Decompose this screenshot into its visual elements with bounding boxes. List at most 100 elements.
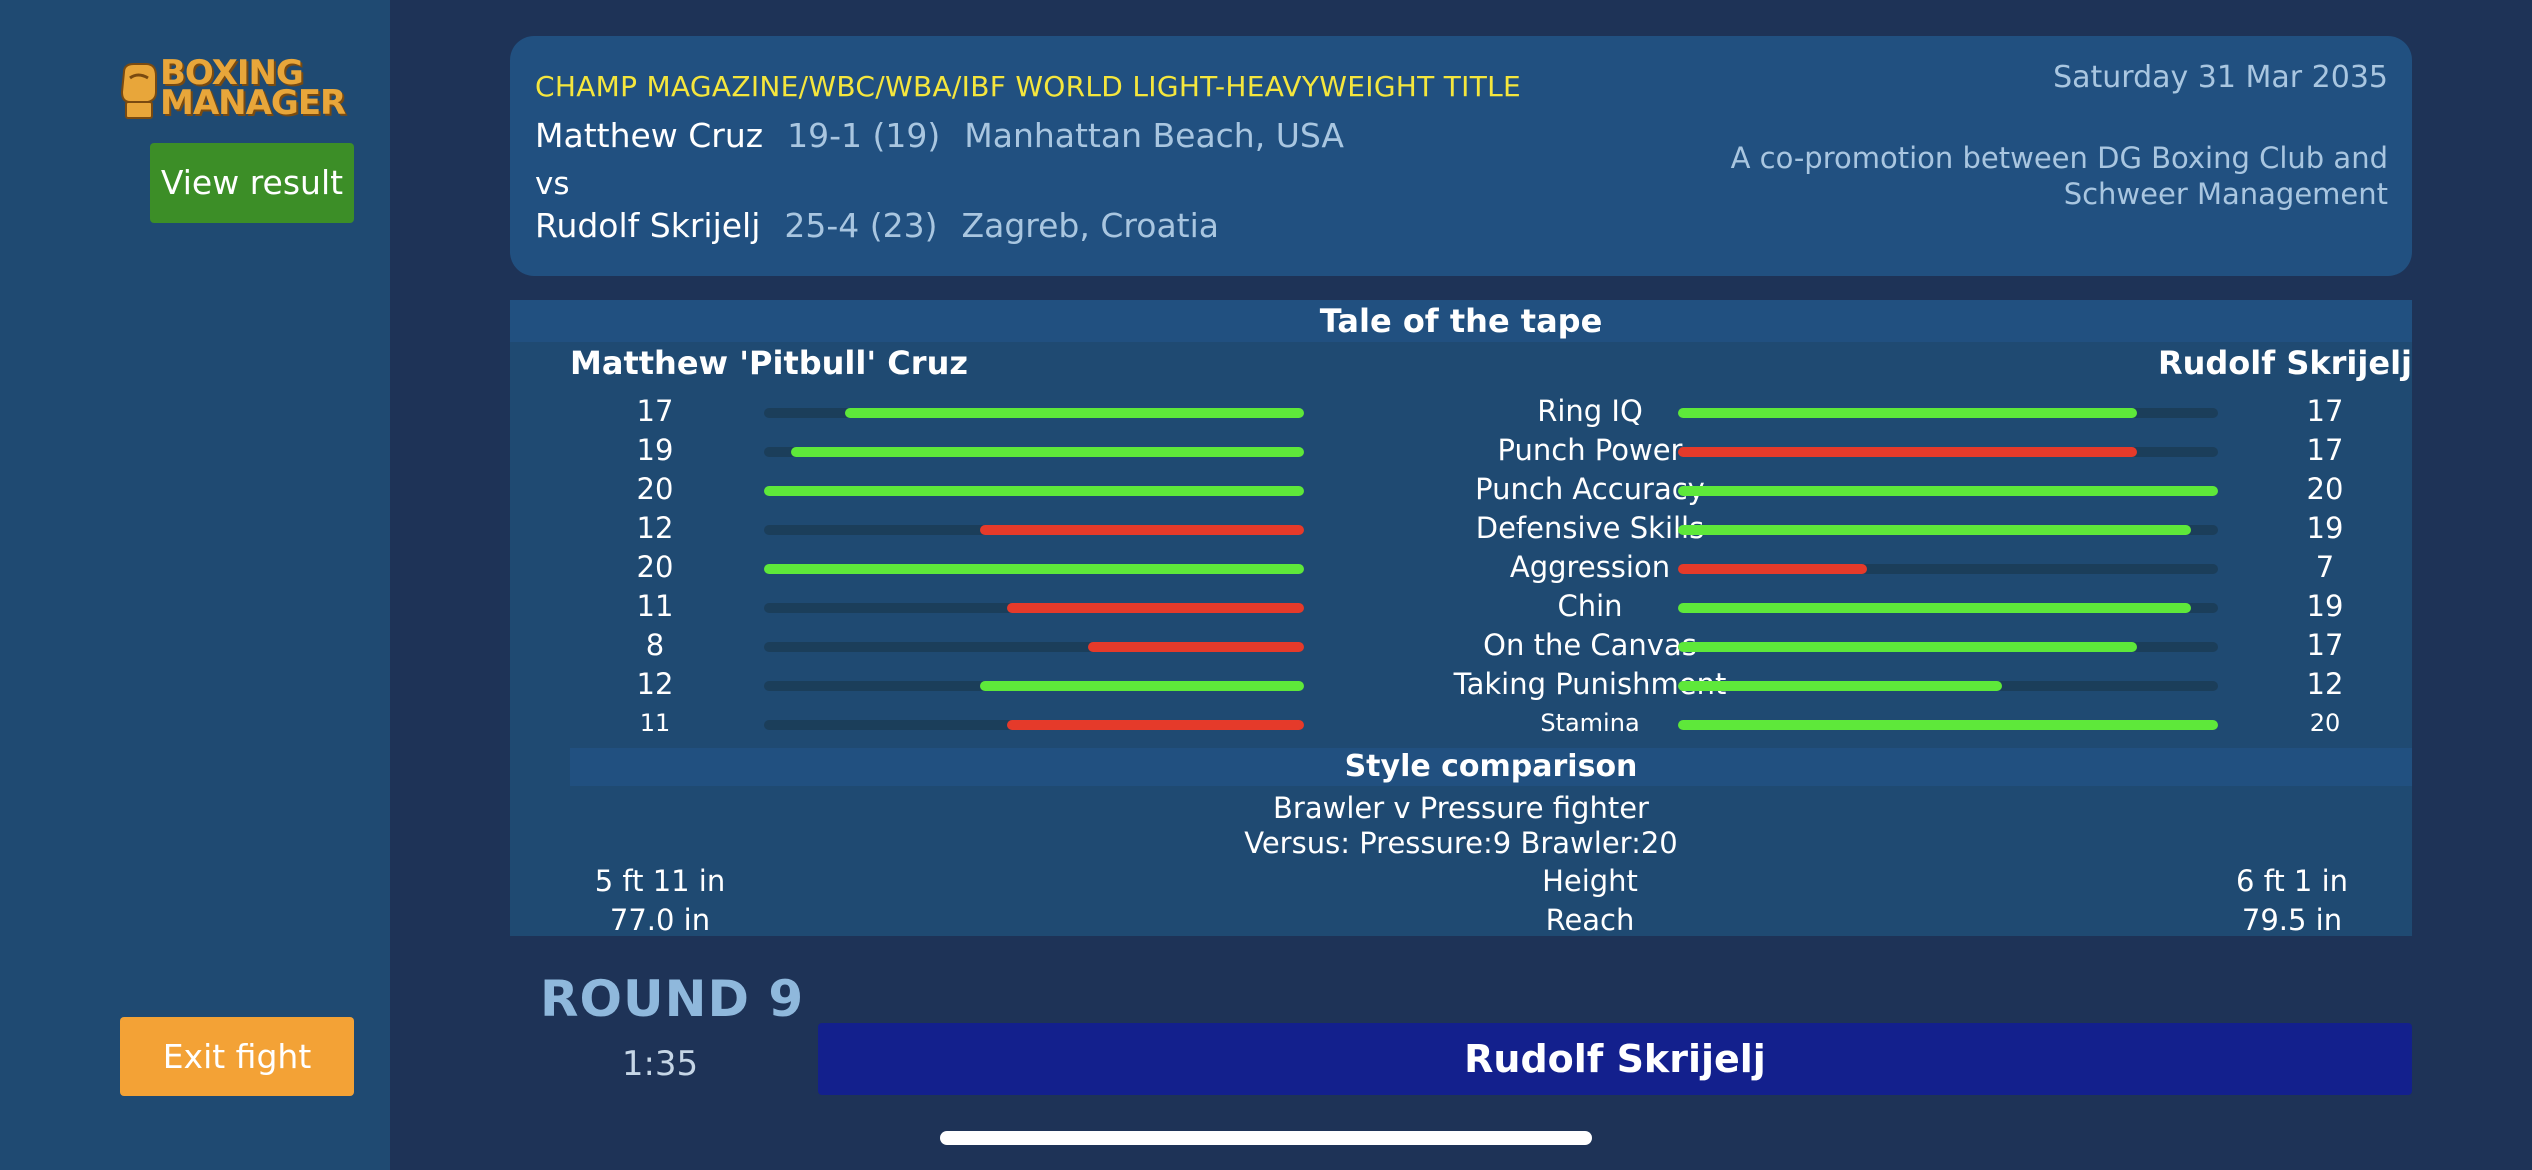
stat-left-value: 20 xyxy=(636,550,674,584)
stat-left-bar-fill xyxy=(791,447,1304,457)
stat-left-bar xyxy=(764,408,1304,418)
stat-left-bar-fill xyxy=(764,486,1304,496)
stat-right-bar xyxy=(1678,564,2218,574)
boxing-glove-icon xyxy=(120,63,157,119)
stat-left-bar-fill xyxy=(764,564,1304,574)
home-indicator[interactable] xyxy=(940,1131,1592,1145)
stat-right-bar xyxy=(1678,681,2218,691)
exit-fight-button[interactable]: Exit fight xyxy=(120,1017,354,1096)
stat-left-value: 11 xyxy=(636,589,674,623)
stat-left-value: 12 xyxy=(636,511,674,545)
stat-right-value: 17 xyxy=(2306,628,2344,662)
boxing-manager-logo: BOXING MANAGER xyxy=(118,53,358,126)
view-result-button[interactable]: View result xyxy=(150,143,354,223)
stat-right-value: 19 xyxy=(2306,511,2344,545)
stat-right-value: 7 xyxy=(2315,550,2335,584)
stat-label: Chin xyxy=(1557,589,1623,623)
stat-left-bar-fill xyxy=(845,408,1304,418)
stat-row: 20 Punch Accuracy 20 xyxy=(510,470,2412,509)
stat-label: Stamina xyxy=(1540,709,1640,737)
stat-right-bar xyxy=(1678,720,2218,730)
stat-row: 11 Chin 19 xyxy=(510,587,2412,626)
stat-right-bar-fill xyxy=(1678,525,2191,535)
stat-left-bar xyxy=(764,564,1304,574)
stat-row: 20 Aggression 7 xyxy=(510,548,2412,587)
stat-right-bar-fill xyxy=(1678,408,2137,418)
stat-right-bar-fill xyxy=(1678,447,2137,457)
stat-row: 19 Punch Power 17 xyxy=(510,431,2412,470)
stat-left-value: 11 xyxy=(639,709,671,737)
style-matchup: Brawler v Pressure fighter xyxy=(1273,791,1649,825)
fighter-a-name: Matthew Cruz xyxy=(535,116,764,155)
fighter-b-name: Rudolf Skrijelj xyxy=(535,206,761,245)
stat-left-value: 19 xyxy=(636,433,674,467)
stat-left-bar xyxy=(764,525,1304,535)
stat-left-bar xyxy=(764,447,1304,457)
stat-left-bar xyxy=(764,486,1304,496)
stat-right-value: 12 xyxy=(2306,667,2344,701)
stat-left-value: 12 xyxy=(636,667,674,701)
logo-text: BOXING MANAGER xyxy=(160,53,346,123)
fighter-b-line: Rudolf Skrijelj 25-4 (23) Zagreb, Croatia xyxy=(535,206,1219,245)
stat-right-value: 19 xyxy=(2306,589,2344,623)
tale-of-the-tape-panel: Tale of the tape Matthew 'Pitbull' Cruz … xyxy=(510,300,2412,937)
height-left: 5 ft 11 in xyxy=(594,864,726,898)
stat-right-bar xyxy=(1678,603,2218,613)
stat-right-bar-fill xyxy=(1678,720,2218,730)
vs-label: vs xyxy=(535,166,570,202)
stat-label: Punch Power xyxy=(1497,433,1683,467)
stat-right-bar-fill xyxy=(1678,486,2218,496)
stat-label: Punch Accuracy xyxy=(1475,472,1705,506)
stat-right-bar xyxy=(1678,408,2218,418)
stat-left-value: 17 xyxy=(636,394,674,428)
stat-label: Aggression xyxy=(1509,550,1671,584)
left-fighter-nickname: Matthew 'Pitbull' Cruz xyxy=(570,344,968,382)
fight-title: CHAMP MAGAZINE/WBC/WBA/IBF WORLD LIGHT-H… xyxy=(535,70,1522,103)
stat-right-value: 20 xyxy=(2309,709,2341,737)
stat-left-bar-fill xyxy=(980,525,1304,535)
stat-left-bar xyxy=(764,642,1304,652)
style-versus: Versus: Pressure:9 Brawler:20 xyxy=(1244,826,1678,860)
fight-date: Saturday 31 Mar 2035 xyxy=(2053,60,2388,95)
stat-right-bar-fill xyxy=(1678,642,2137,652)
stat-right-bar-fill xyxy=(1678,564,1867,574)
stat-right-bar xyxy=(1678,486,2218,496)
height-right: 6 ft 1 in xyxy=(2235,864,2349,898)
fighter-a-line: Matthew Cruz 19-1 (19) Manhattan Beach, US… xyxy=(535,116,1344,155)
round-clock: 1:35 xyxy=(621,1044,699,1084)
stat-left-bar-fill xyxy=(1088,642,1304,652)
stat-left-bar-fill xyxy=(1007,720,1304,730)
stat-left-bar xyxy=(764,603,1304,613)
fighter-b-location: Zagreb, Croatia xyxy=(961,206,1219,245)
reach-right: 79.5 in xyxy=(2241,903,2343,937)
promotion-text: A co-promotion between DG Boxing Club an… xyxy=(1730,141,2388,211)
reach-left: 77.0 in xyxy=(609,903,711,937)
round-label: ROUND 9 xyxy=(540,970,805,1028)
stat-right-value: 20 xyxy=(2306,472,2344,506)
stat-right-value: 17 xyxy=(2306,394,2344,428)
stat-left-bar xyxy=(764,681,1304,691)
right-fighter-name: Rudolf Skrijelj xyxy=(2157,344,2412,382)
style-comparison-heading: Style comparison xyxy=(570,748,2412,786)
stat-row: 8 On the Canvas 17 xyxy=(510,626,2412,665)
stat-label: Defensive Skills xyxy=(1475,511,1705,545)
stat-row: 12 Taking Punishment 12 xyxy=(510,665,2412,704)
fighter-a-record: 19-1 (19) xyxy=(787,116,941,155)
stat-left-value: 20 xyxy=(636,472,674,506)
stat-right-value: 17 xyxy=(2306,433,2344,467)
stat-right-bar-fill xyxy=(1678,603,2191,613)
stat-left-bar-fill xyxy=(980,681,1304,691)
active-fighter-banner: Rudolf Skrijelj xyxy=(818,1023,2412,1095)
fighter-b-record: 25-4 (23) xyxy=(784,206,938,245)
fight-header-card: CHAMP MAGAZINE/WBC/WBA/IBF WORLD LIGHT-H… xyxy=(510,36,2412,276)
stat-left-bar xyxy=(764,720,1304,730)
stat-row: 17 Ring IQ 17 xyxy=(510,392,2412,431)
stat-label: Ring IQ xyxy=(1537,394,1643,428)
stat-label: On the Canvas xyxy=(1483,628,1697,662)
fighter-a-location: Manhattan Beach, USA xyxy=(964,116,1344,155)
stat-right-bar xyxy=(1678,525,2218,535)
stat-row: 12 Defensive Skills 19 xyxy=(510,509,2412,548)
sidebar: BOXING MANAGER View result Exit fight xyxy=(0,0,390,1170)
stat-right-bar xyxy=(1678,447,2218,457)
stat-left-value: 8 xyxy=(645,628,665,662)
